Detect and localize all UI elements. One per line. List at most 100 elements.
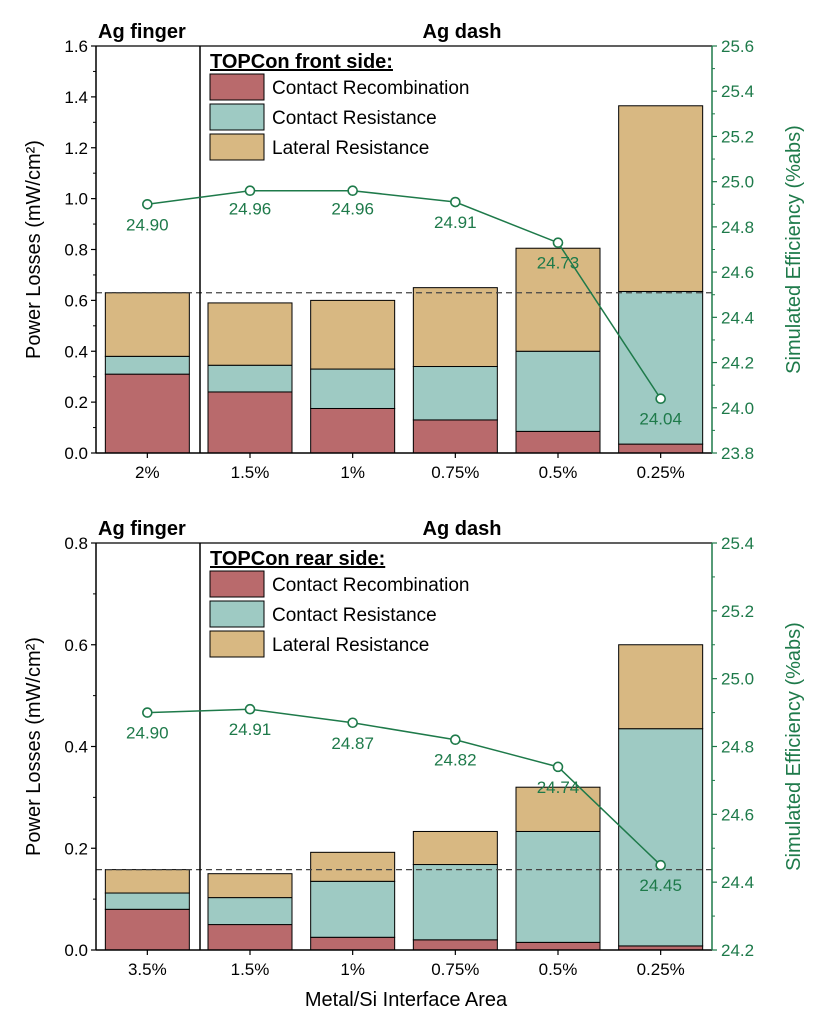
- y2-tick-label: 25.0: [721, 173, 754, 192]
- efficiency-data-label: 24.73: [537, 254, 580, 273]
- region-label-dash: Ag dash: [423, 21, 502, 43]
- rear-side-panel: 3.5% 1.5% 1% 0.75% 0.5% 0.25% Ag finger Ag dash…: [23, 518, 805, 979]
- region-label-finger: Ag finger: [98, 21, 186, 43]
- bar-lateral-resistance-3: [412, 287, 498, 368]
- y2-tick-label: 24.2: [721, 941, 754, 960]
- x-tick-label: 1%: [340, 960, 365, 979]
- efficiency-point: [347, 717, 358, 729]
- y2-tick-label: 24.0: [721, 399, 754, 418]
- x-tick-label: 0.75%: [431, 960, 479, 979]
- y2-tick-label: 24.4: [721, 308, 754, 327]
- y-tick-label: 1.2: [64, 139, 88, 158]
- efficiency-line: [147, 189, 662, 400]
- efficiency-data-label: 24.90: [126, 215, 169, 234]
- y2-tick-label: 25.4: [721, 82, 754, 101]
- bar-lateral-resistance-5: [618, 644, 704, 730]
- bar-contact-resistance-0: [104, 892, 190, 910]
- efficiency-data-label: 24.96: [331, 200, 374, 219]
- legend-label-contact-resistance: Contact Resistance: [272, 605, 437, 626]
- y2-tick-label: 23.8: [721, 444, 754, 463]
- bar-contact-resistance-4: [515, 350, 601, 432]
- y-tick-label: 1.6: [64, 37, 88, 56]
- x-tick-label: 1%: [340, 463, 365, 482]
- x-tick-label: 2%: [135, 463, 160, 482]
- front-side-panel: 2% 1.5% 1% 0.75% 0.5% 0.25% Ag finger Ag dash TO…: [23, 21, 805, 482]
- legend-title: TOPCon front side:: [210, 51, 393, 73]
- x-tick-label: 0.75%: [431, 463, 479, 482]
- legend-label-recombination: Contact Recombination: [272, 78, 470, 99]
- bar-recombination-2: [310, 936, 396, 951]
- bar-contact-resistance-5: [618, 728, 704, 947]
- bar-contact-resistance-1: [207, 897, 293, 926]
- efficiency-data-label: 24.91: [434, 213, 477, 232]
- y2-tick-label: 24.6: [721, 805, 754, 824]
- efficiency-data-label: 24.74: [537, 778, 580, 797]
- efficiency-point: [552, 761, 564, 773]
- efficiency-point: [450, 734, 461, 746]
- bar-recombination-2: [310, 407, 396, 454]
- bar-recombination-1: [207, 391, 293, 454]
- legend-label-contact-resistance: Contact Resistance: [272, 108, 437, 129]
- x-tick-label: 3.5%: [128, 960, 167, 979]
- bar-lateral-resistance-2: [310, 851, 396, 882]
- bar-contact-resistance-0: [104, 355, 190, 375]
- bar-lateral-resistance-2: [310, 299, 396, 370]
- efficiency-point: [347, 185, 358, 197]
- legend-swatch-contact-resistance: [209, 600, 265, 628]
- legend-swatch-recombination: [209, 570, 265, 598]
- bar-contact-resistance-3: [412, 366, 498, 421]
- bar-recombination-0: [104, 908, 190, 951]
- bar-recombination-4: [515, 430, 601, 454]
- y-tick-label: 1.4: [64, 88, 88, 107]
- bar-contact-resistance-3: [412, 864, 498, 941]
- bar-lateral-resistance-5: [618, 105, 704, 292]
- bar-lateral-resistance-1: [207, 302, 293, 366]
- efficiency-point: [244, 703, 256, 715]
- x-tick-label: 0.5%: [539, 960, 578, 979]
- bar-recombination-1: [207, 924, 293, 951]
- y-tick-label: 0.0: [64, 941, 88, 960]
- efficiency-data-label: 24.87: [331, 734, 374, 753]
- bar-recombination-3: [412, 939, 498, 951]
- y2-tick-label: 25.0: [721, 670, 754, 689]
- legend-label-lateral-resistance: Lateral Resistance: [272, 138, 429, 159]
- y2-tick-label: 24.8: [721, 218, 754, 237]
- x-axis-label: Metal/Si Interface Area: [305, 989, 508, 1011]
- efficiency-point: [655, 859, 666, 871]
- efficiency-data-label: 24.90: [126, 724, 169, 743]
- y-axis-label: Power Losses (mW/cm²): [23, 140, 45, 359]
- y2-tick-label: 24.2: [721, 354, 754, 373]
- bar-recombination-0: [104, 373, 190, 454]
- x-tick-label: 0.25%: [637, 960, 685, 979]
- bar-contact-resistance-5: [618, 290, 704, 445]
- y2-tick-label: 25.2: [721, 127, 754, 146]
- y-tick-label: 0.2: [64, 839, 88, 858]
- y-tick-label: 0.8: [64, 241, 88, 260]
- y-tick-label: 0.2: [64, 393, 88, 412]
- y2-tick-label: 25.2: [721, 602, 754, 621]
- y2-tick-label: 25.4: [721, 534, 754, 553]
- x-tick-label: 1.5%: [231, 463, 270, 482]
- legend-title: TOPCon rear side:: [210, 548, 385, 570]
- y2-axis-label: Simulated Efficiency (%abs): [783, 125, 805, 374]
- efficiency-point: [552, 237, 564, 249]
- bar-lateral-resistance-1: [207, 873, 293, 899]
- legend-label-recombination: Contact Recombination: [272, 575, 470, 596]
- region-label-finger: Ag finger: [98, 518, 186, 540]
- y-tick-label: 0.0: [64, 444, 88, 463]
- efficiency-point: [244, 185, 256, 197]
- y-tick-label: 0.4: [64, 342, 88, 361]
- y-tick-label: 1.0: [64, 190, 88, 209]
- bar-recombination-4: [515, 941, 601, 951]
- bar-lateral-resistance-4: [515, 247, 601, 352]
- y2-tick-label: 24.8: [721, 738, 754, 757]
- y-tick-label: 0.6: [64, 636, 88, 655]
- y2-tick-label: 24.4: [721, 873, 754, 892]
- y-axis-label: Power Losses (mW/cm²): [23, 637, 45, 856]
- legend-swatch-lateral-resistance: [209, 630, 265, 658]
- bar-recombination-5: [618, 443, 704, 454]
- y2-axis-label: Simulated Efficiency (%abs): [783, 622, 805, 871]
- efficiency-data-label: 24.45: [639, 876, 682, 895]
- efficiency-point: [142, 198, 153, 210]
